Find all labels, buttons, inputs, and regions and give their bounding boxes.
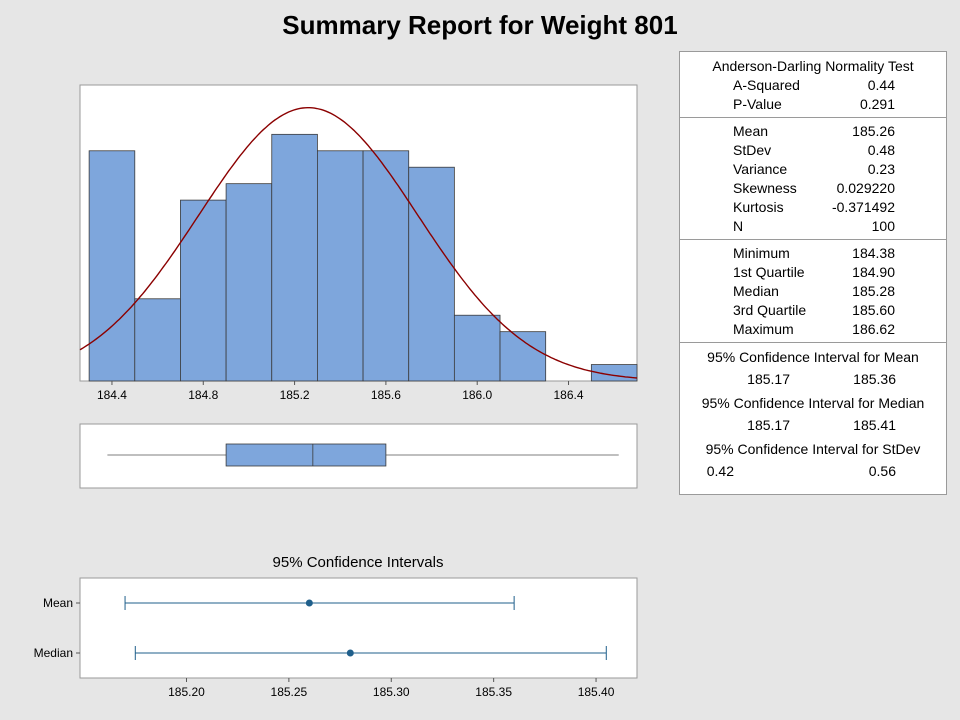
- ci-stdev-title: 95% Confidence Interval for StDev: [705, 441, 921, 457]
- moment-stat-label: Skewness: [733, 180, 797, 196]
- ci-median-low: 185.17: [747, 417, 790, 433]
- moment-stat-label: Mean: [733, 123, 769, 139]
- quantile-stat-label: 1st Quartile: [733, 264, 805, 280]
- normal-fit-curve: [79, 107, 638, 379]
- moment-stat-row: Skewness 0.029220: [680, 179, 946, 198]
- moment-stat-value: 0.48: [867, 142, 895, 158]
- ci-x-tick-label: 185.30: [373, 685, 410, 699]
- ci-x-tick-label: 185.40: [578, 685, 615, 699]
- ci-mean-title: 95% Confidence Interval for Mean: [707, 349, 919, 365]
- moment-stat-row: Mean 185.26: [680, 122, 946, 141]
- ci-category-label: Mean: [43, 596, 73, 610]
- moment-stat-value: -0.371492: [831, 199, 895, 215]
- histogram-x-tick-label: 184.8: [188, 388, 218, 402]
- quantile-stat-value: 184.38: [852, 245, 895, 261]
- histogram-x-tick-label: 185.6: [371, 388, 401, 402]
- histogram-bars: [88, 133, 638, 382]
- moment-stat-value: 185.26: [852, 123, 895, 139]
- ci-median-title: 95% Confidence Interval for Median: [701, 395, 925, 411]
- quantile-stat-label: Median: [733, 283, 779, 299]
- histogram-bar: [134, 298, 181, 382]
- quantile-stat-label: Maximum: [733, 321, 794, 337]
- ad-stat-row: A-Squared 0.44: [680, 76, 946, 95]
- histogram-bar: [317, 150, 364, 382]
- histogram-bar: [180, 199, 227, 382]
- moment-stat-row: N 100: [680, 217, 946, 236]
- ci-x-tick-label: 185.35: [475, 685, 512, 699]
- histogram-x-tick-label: 185.2: [280, 388, 310, 402]
- ci-chart-title: 95% Confidence Intervals: [273, 554, 444, 571]
- moment-stat-row: Kurtosis -0.371492: [680, 198, 946, 217]
- moment-stat-value: 0.23: [867, 161, 895, 177]
- ci-plot-area: [79, 577, 638, 679]
- moments-section: Mean 185.26 StDev 0.48 Variance 0.23 Skewness 0…: [680, 118, 946, 240]
- quantile-stat-row: Median 185.28: [680, 282, 946, 301]
- histogram-x-tick-label: 184.4: [97, 388, 127, 402]
- moment-stat-value: 100: [871, 218, 895, 234]
- moment-stat-row: Variance 0.23: [680, 160, 946, 179]
- histogram-bar: [362, 150, 410, 382]
- quantile-stat-row: Minimum 184.38: [680, 244, 946, 263]
- ad-stat-label: A-Squared: [733, 77, 800, 93]
- histogram-bar: [225, 183, 273, 382]
- ci-x-axis: 185.20 185.25 185.30 185.35 185.40: [168, 678, 615, 699]
- histogram-x-tick-label: 186.4: [554, 388, 584, 402]
- ad-stat-label: P-Value: [733, 96, 782, 112]
- ad-title: Anderson-Darling Normality Test: [712, 58, 914, 74]
- ci-mean-low: 185.17: [747, 371, 790, 387]
- confidence-intervals-section: 95% Confidence Interval for Mean 185.17 …: [680, 343, 946, 487]
- moment-stat-label: N: [733, 218, 744, 234]
- histogram-bar: [499, 331, 547, 382]
- ad-stat-value: 0.291: [859, 96, 895, 112]
- quantile-stat-value: 184.90: [852, 264, 895, 280]
- ci-mean-row: 185.17 185.36: [680, 368, 946, 390]
- boxplot-box: [225, 443, 387, 467]
- moment-stat-label: StDev: [733, 142, 772, 158]
- moment-stat-label: Kurtosis: [733, 199, 784, 215]
- moment-stat-value: 0.029220: [836, 180, 895, 196]
- quantile-stat-label: 3rd Quartile: [733, 302, 807, 318]
- ci-mean-high: 185.36: [853, 371, 896, 387]
- quantile-stat-label: Minimum: [733, 245, 790, 261]
- histogram-x-tick-label: 186.0: [462, 388, 492, 402]
- quantile-stat-row: 1st Quartile 184.90: [680, 263, 946, 282]
- quantile-stat-row: 3rd Quartile 185.60: [680, 301, 946, 320]
- ci-median-row: 185.17 185.41: [680, 414, 946, 436]
- quantiles-section: Minimum 184.38 1st Quartile 184.90 Median 185…: [680, 240, 946, 343]
- ad-stat-value: 0.44: [867, 77, 895, 93]
- quantile-stat-value: 185.28: [852, 283, 895, 299]
- boxplot: [107, 443, 619, 467]
- ci-median-high: 185.41: [853, 417, 896, 433]
- anderson-darling-section: Anderson-Darling Normality Test A-Square…: [680, 52, 946, 118]
- histogram-bar: [453, 314, 501, 382]
- ci-stdev-high: 0.56: [868, 463, 896, 479]
- ad-stat-row: P-Value 0.291: [680, 95, 946, 114]
- quantile-stat-value: 185.60: [852, 302, 895, 318]
- moment-stat-row: StDev 0.48: [680, 141, 946, 160]
- histogram-bar: [408, 166, 455, 382]
- histogram-bar: [88, 150, 136, 382]
- quantile-stat-row: Maximum 186.62: [680, 320, 946, 339]
- ci-category-label: Median: [34, 646, 73, 660]
- ci-point-estimate: [346, 649, 354, 657]
- ci-x-tick-label: 185.25: [271, 685, 308, 699]
- ci-stdev-row: 0.42 0.56: [680, 460, 946, 482]
- ci-x-tick-label: 185.20: [168, 685, 205, 699]
- moment-stat-label: Variance: [733, 161, 788, 177]
- summary-statistics-panel: Anderson-Darling Normality Test A-Square…: [679, 51, 947, 495]
- histogram-bar: [271, 133, 318, 382]
- report-title: Summary Report for Weight 801: [282, 10, 678, 40]
- ci-intervals: Mean Median: [34, 596, 607, 660]
- quantile-stat-value: 186.62: [852, 321, 895, 337]
- histogram-x-axis: 184.4 184.8 185.2 185.6 186.0 186.4: [97, 381, 584, 402]
- ci-stdev-low: 0.42: [706, 463, 734, 479]
- ci-point-estimate: [305, 599, 313, 607]
